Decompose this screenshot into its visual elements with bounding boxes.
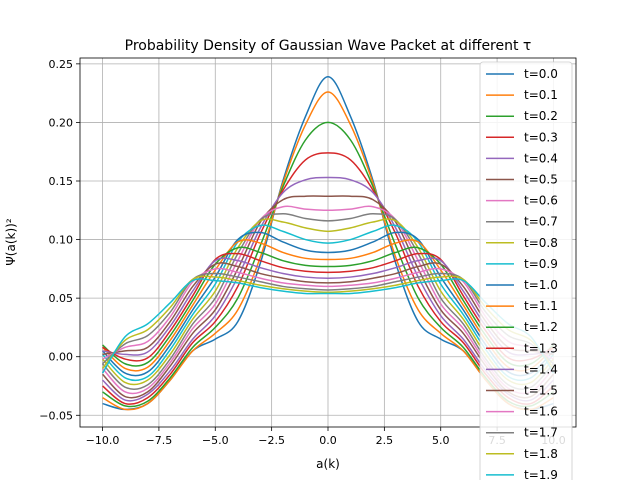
series-line-t-1-0 bbox=[102, 231, 554, 377]
legend-label: t=1.4 bbox=[524, 362, 558, 376]
legend-label: t=0.2 bbox=[524, 109, 558, 123]
x-tick-label: 0.0 bbox=[319, 434, 337, 447]
x-tick-label: −7.5 bbox=[146, 434, 173, 447]
legend-box bbox=[479, 61, 573, 480]
x-tick-label: −10.0 bbox=[86, 434, 120, 447]
legend-label: t=1.3 bbox=[524, 341, 558, 355]
series-line-t-0-4 bbox=[102, 176, 554, 402]
series-line-t-1-2 bbox=[102, 246, 554, 367]
legend-label: t=1.7 bbox=[524, 426, 558, 440]
series-line-t-1-6 bbox=[102, 267, 554, 360]
series-line-t-1-4 bbox=[102, 257, 554, 356]
series-line-t-0-5 bbox=[102, 195, 554, 399]
plot-lines bbox=[101, 75, 555, 411]
x-tick-label: −2.5 bbox=[258, 434, 285, 447]
series-line-t-1-9 bbox=[101, 278, 555, 374]
legend-label: t=1.8 bbox=[524, 447, 558, 461]
y-axis-ticks: −0.05 0.00 0.05 0.10 0.15 0.20 0.25 bbox=[39, 58, 80, 422]
series-line-t-1-8 bbox=[101, 275, 555, 369]
legend-label: t=0.4 bbox=[524, 151, 558, 165]
legend-label: t=0.8 bbox=[524, 236, 558, 250]
chart-title: Probability Density of Gaussian Wave Pac… bbox=[125, 38, 532, 54]
x-tick-label: −5.0 bbox=[202, 434, 229, 447]
x-tick-label: 5.0 bbox=[432, 434, 450, 447]
x-tick-label: 2.5 bbox=[376, 434, 394, 447]
series-line-t-1-1 bbox=[102, 239, 554, 372]
series-line-t-0-3 bbox=[102, 152, 554, 405]
legend-label: t=1.0 bbox=[524, 278, 558, 292]
legend-label: t=0.1 bbox=[524, 88, 558, 102]
y-tick-label: 0.05 bbox=[49, 292, 74, 305]
series-line-t-0-6 bbox=[101, 205, 555, 395]
series-line-t-0-9 bbox=[101, 224, 555, 382]
y-tick-label: 0.25 bbox=[49, 58, 74, 71]
y-tick-label: 0.15 bbox=[49, 175, 74, 188]
series-line-t-1-5 bbox=[102, 262, 554, 356]
legend: t=0.0 t=0.1 t=0.2 t=0.3 t=0.4 t=0.5 t=0.6 t=0.7… bbox=[479, 61, 573, 480]
series-line-t-1-7 bbox=[102, 272, 554, 365]
legend-label: t=0.7 bbox=[524, 215, 558, 229]
legend-label: t=0.3 bbox=[524, 130, 558, 144]
series-line-t-0-7 bbox=[101, 213, 555, 390]
y-axis-label: Ψ(a(k))² bbox=[4, 218, 18, 265]
y-tick-label: −0.05 bbox=[39, 409, 73, 422]
legend-label: t=0.6 bbox=[524, 194, 558, 208]
series-line-t-0-2 bbox=[102, 121, 554, 408]
y-tick-label: 0.10 bbox=[49, 234, 74, 247]
series-line-t-1-3 bbox=[102, 252, 554, 362]
y-tick-label: 0.20 bbox=[49, 116, 74, 129]
legend-label: t=0.9 bbox=[524, 257, 558, 271]
series-line-t-0-1 bbox=[102, 91, 554, 411]
legend-label: t=1.9 bbox=[524, 468, 558, 480]
legend-label: t=0.0 bbox=[524, 67, 558, 81]
x-axis-label: a(k) bbox=[316, 457, 340, 471]
legend-label: t=1.2 bbox=[524, 320, 558, 334]
y-tick-label: 0.00 bbox=[49, 351, 74, 364]
legend-label: t=0.5 bbox=[524, 173, 558, 187]
series-line-t-0-8 bbox=[101, 218, 555, 386]
legend-label: t=1.6 bbox=[524, 405, 558, 419]
legend-label: t=1.1 bbox=[524, 299, 558, 313]
legend-label: t=1.5 bbox=[524, 384, 558, 398]
